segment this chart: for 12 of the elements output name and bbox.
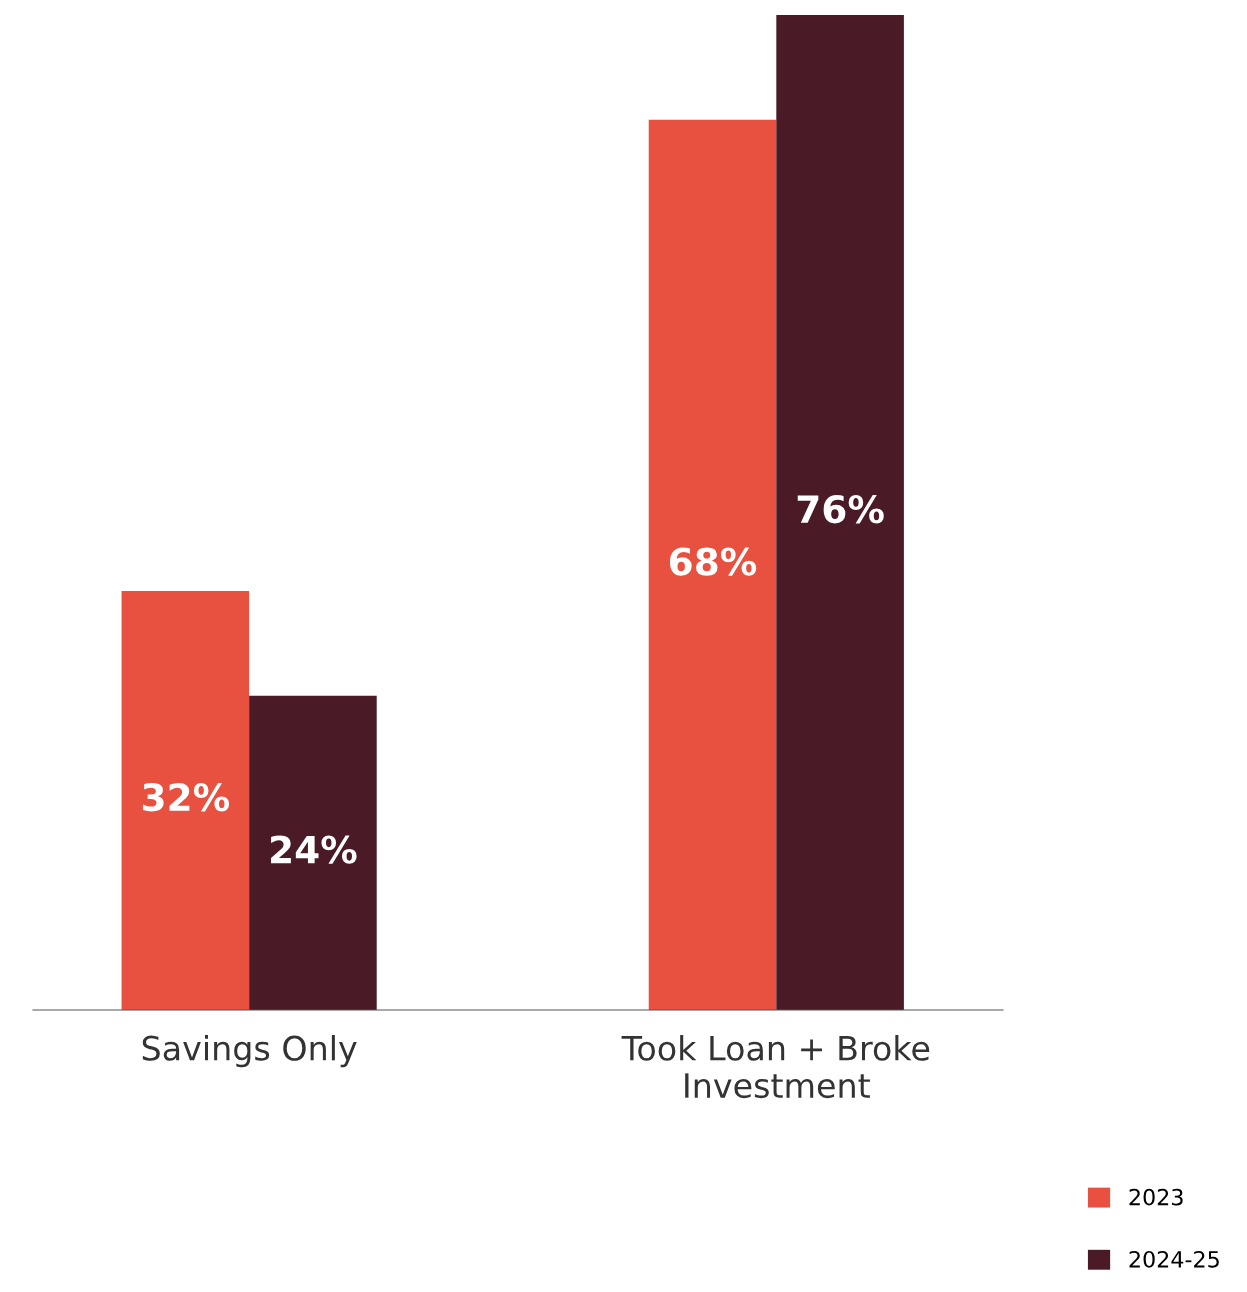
data-label: 24% [271,835,357,864]
bar [121,591,250,1010]
x-tick-label: Savings Only [142,1035,357,1068]
legend-label: 2024-25 [1129,1250,1219,1268]
x-tick-label: Took Loan + Broke Investment [621,1035,930,1099]
bar [648,119,777,1010]
legend-label: 2023 [1129,1188,1183,1206]
data-label: 32% [142,783,230,812]
bar [249,695,377,1010]
bar [776,15,904,1010]
data-label: 68% [669,547,757,576]
data-label: 76% [797,495,884,524]
